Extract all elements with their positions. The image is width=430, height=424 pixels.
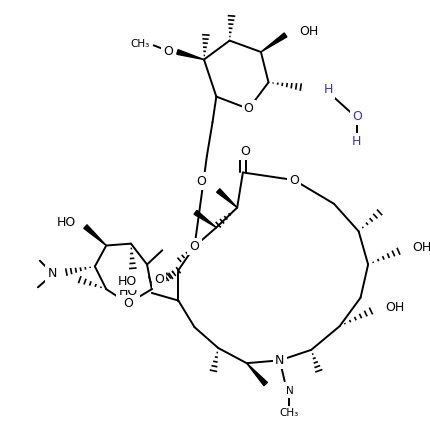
Text: HO: HO: [117, 275, 137, 288]
Text: OH: OH: [385, 301, 405, 314]
Text: O: O: [240, 145, 250, 158]
Text: O: O: [190, 240, 200, 253]
Text: H: H: [324, 84, 333, 96]
Text: N: N: [286, 386, 293, 396]
Polygon shape: [84, 225, 106, 245]
Text: OH: OH: [299, 25, 318, 38]
Polygon shape: [217, 189, 237, 208]
Text: N: N: [275, 354, 285, 367]
Text: H: H: [352, 135, 362, 148]
Text: O: O: [163, 45, 173, 59]
Text: HO: HO: [118, 285, 138, 298]
Polygon shape: [194, 210, 216, 228]
Text: O: O: [289, 173, 299, 187]
Text: O: O: [244, 103, 254, 115]
Polygon shape: [247, 363, 267, 386]
Polygon shape: [177, 50, 204, 59]
Polygon shape: [261, 33, 287, 52]
Text: CH₃: CH₃: [131, 39, 150, 49]
Text: O: O: [123, 297, 133, 310]
Text: N: N: [48, 268, 57, 281]
Text: CH₃: CH₃: [280, 408, 299, 418]
Text: HO: HO: [57, 216, 76, 229]
Text: O: O: [154, 273, 164, 286]
Text: OH: OH: [413, 241, 430, 254]
Text: O: O: [196, 175, 206, 187]
Text: O: O: [352, 110, 362, 123]
